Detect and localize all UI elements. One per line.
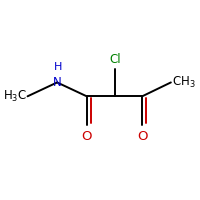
Text: $\mathregular{CH_3}$: $\mathregular{CH_3}$: [172, 75, 195, 90]
Text: O: O: [137, 130, 147, 143]
Text: O: O: [81, 130, 92, 143]
Text: H: H: [54, 62, 62, 72]
Text: $\mathregular{H_3C}$: $\mathregular{H_3C}$: [3, 89, 27, 104]
Text: N: N: [53, 76, 62, 89]
Text: Cl: Cl: [110, 53, 121, 66]
